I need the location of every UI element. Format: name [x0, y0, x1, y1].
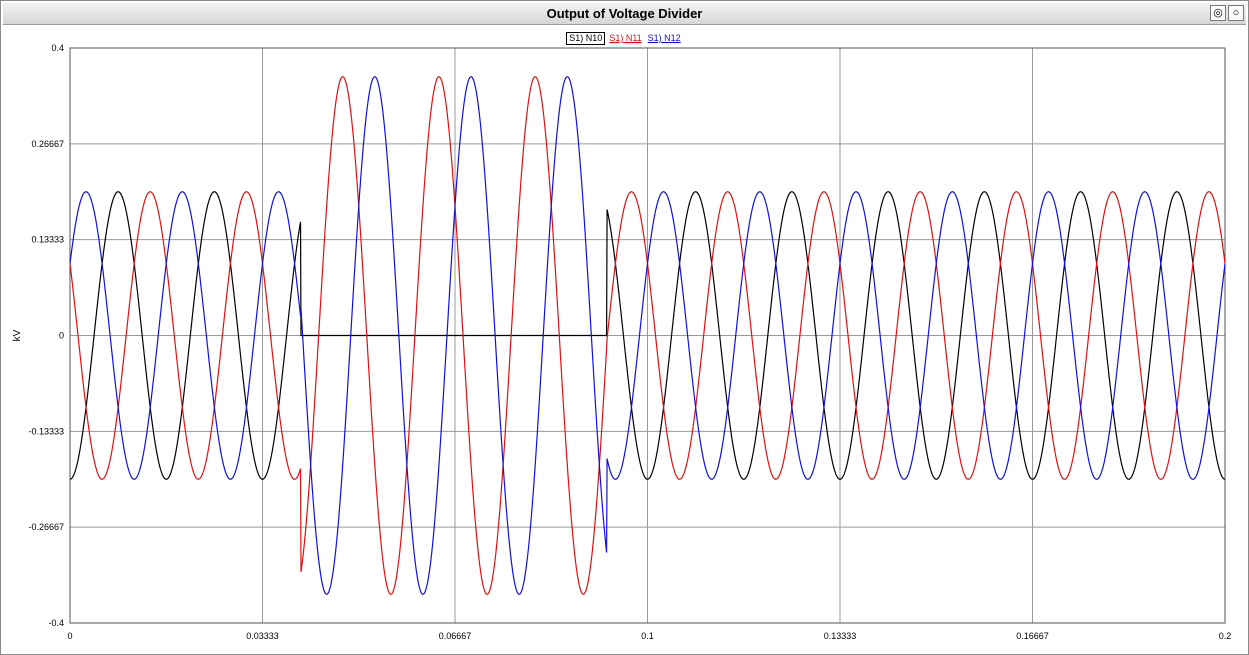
plot-frame: [69, 47, 1226, 624]
x-tick-label-0: 0: [67, 631, 72, 641]
tick-labels: 0 0.03333 0.06667 0.1 0.13333 0.16667 0.2 0.4 0.…: [28, 43, 1231, 641]
y-axis-label: kV: [12, 329, 23, 341]
x-tick-label-4: 0.13333: [824, 631, 857, 641]
series-line-0: [69, 191, 1226, 480]
title-bar: Output of Voltage Divider ◎ ○: [3, 3, 1246, 25]
chart-title: Output of Voltage Divider: [546, 6, 703, 21]
legend-entry-n10[interactable]: S1) N10: [566, 32, 606, 45]
plot-border: [69, 47, 1226, 624]
series-line-2: [69, 76, 1226, 595]
options-icon[interactable]: ○: [1228, 5, 1244, 21]
legend-entry-n11[interactable]: S1) N11: [609, 33, 642, 43]
x-tick-label-1: 0.03333: [246, 631, 279, 641]
legend-entry-n12[interactable]: S1) N12: [647, 33, 681, 43]
y-tick-label-1: 0.26667: [31, 139, 64, 149]
series-lines: [69, 76, 1226, 595]
x-tick-label-2: 0.06667: [439, 631, 472, 641]
x-tick-label-6: 0.2: [1219, 631, 1232, 641]
legend: S1) N10 S1) N11 S1) N12: [0, 32, 1249, 45]
y-tick-label-0: 0.4: [51, 43, 64, 53]
y-tick-label-4: -0.13333: [28, 426, 64, 436]
y-tick-label-2: 0.13333: [31, 235, 64, 245]
grid-lines: [69, 47, 1226, 624]
y-tick-label-3: 0: [59, 331, 64, 341]
pin-icon[interactable]: ◎: [1210, 5, 1226, 21]
x-tick-label-5: 0.16667: [1016, 631, 1049, 641]
y-tick-label-5: -0.26667: [28, 522, 64, 532]
y-tick-label-6: -0.4: [48, 618, 64, 628]
x-tick-label-3: 0.1: [641, 631, 654, 641]
